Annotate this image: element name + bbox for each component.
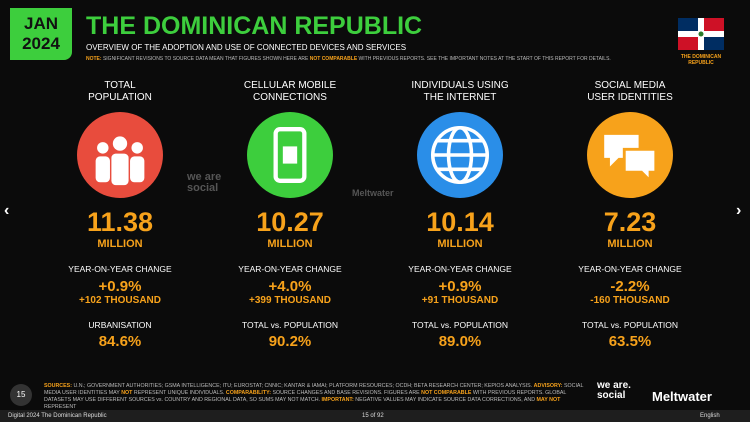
note-text: SIGNIFICANT REVISIONS TO SOURCE DATA MEA… — [101, 56, 310, 62]
flag-label: THE DOMINICAN REPUBLIC — [680, 54, 722, 66]
badge-month: JAN — [23, 14, 58, 33]
stat-label-line: TOTAL — [104, 80, 136, 91]
stat-label-line: CELLULAR MOBILE — [243, 80, 337, 91]
stat-unit: MILLION — [437, 238, 483, 250]
extra-value: 89.0% — [438, 333, 482, 350]
stat-column: SOCIAL MEDIA USER IDENTITIES 7.23 MILLION YE… — [555, 80, 705, 350]
watermark: Meltwater — [352, 188, 394, 198]
page-count: 15 of 92 — [362, 413, 384, 419]
date-badge: JAN 2024 — [10, 8, 72, 60]
stat-label: CELLULAR MOBILE CONNECTIONS — [215, 80, 365, 104]
yoy-label: YEAR-ON-YEAR CHANGE — [238, 264, 342, 274]
yoy-absolute: -160 THOUSAND — [590, 295, 670, 306]
sources-text: MAY NOT — [536, 397, 561, 403]
logo-we-are-social: we are. social — [597, 380, 631, 401]
extra-label: TOTAL vs. POPULATION — [411, 320, 509, 330]
note: NOTE: SIGNIFICANT REVISIONS TO SOURCE DA… — [86, 56, 611, 62]
stat-label: TOTAL POPULATION — [45, 80, 195, 104]
stat-icon — [587, 112, 673, 198]
slide: JAN 2024 THE DOMINICAN REPUBLIC OVERVIEW … — [0, 0, 750, 410]
sources-text: NOT COMPARABLE — [421, 390, 472, 396]
yoy-absolute: +102 THOUSAND — [79, 295, 161, 306]
stat-value: 7.23 — [603, 207, 657, 237]
flag — [678, 18, 724, 50]
note-text: WITH PREVIOUS REPORTS. SEE THE IMPORTANT… — [357, 56, 611, 62]
sources-text: COMPARABILITY: — [225, 390, 272, 396]
doc-title: Digital 2024 The Dominican Republic — [8, 413, 107, 419]
extra-value: 84.6% — [98, 333, 142, 350]
stat-label-line: INDIVIDUALS USING — [411, 80, 509, 91]
sources-text: NEGATIVE VALUES MAY INDICATE SOURCE DATA… — [353, 397, 537, 403]
yoy-label: YEAR-ON-YEAR CHANGE — [408, 264, 512, 274]
sources-text: NOT — [121, 390, 133, 396]
stat-value: 10.27 — [256, 207, 324, 237]
extra-label: URBANISATION — [88, 320, 152, 330]
badge-year: 2024 — [22, 34, 60, 53]
stat-label-line: THE INTERNET — [423, 92, 497, 103]
title: THE DOMINICAN REPUBLIC — [86, 12, 423, 40]
stat-column: TOTAL POPULATION 11.38 MILLION YEAR-ON-YEAR … — [45, 80, 195, 350]
stat-unit: MILLION — [267, 238, 313, 250]
stat-column: CELLULAR MOBILE CONNECTIONS 10.27 MILLION YE… — [215, 80, 365, 350]
stat-label-line: CONNECTIONS — [253, 92, 327, 103]
yoy-absolute: +399 THOUSAND — [249, 295, 331, 306]
language[interactable]: English — [700, 413, 720, 419]
next-arrow[interactable]: › — [736, 202, 742, 219]
stat-label-line: POPULATION — [88, 92, 152, 103]
extra-label: TOTAL vs. POPULATION — [241, 320, 339, 330]
watermark: we are social — [187, 171, 222, 194]
yoy-percent: +4.0% — [268, 278, 312, 295]
yoy-absolute: +91 THOUSAND — [421, 295, 499, 306]
sources-text: SOURCE CHANGES AND BASE REVISIONS. FIGUR… — [271, 390, 422, 396]
sources-text: ADVISORY: — [533, 383, 563, 389]
yoy-label: YEAR-ON-YEAR CHANGE — [578, 264, 682, 274]
yoy-percent: +0.9% — [438, 278, 482, 295]
sources-text: WITH PREVIOUS REPORTS. GLOBAL DATASETS M… — [44, 390, 567, 403]
sources-text: IMPORTANT: — [321, 397, 354, 403]
subtitle: OVERVIEW OF THE ADOPTION AND USE OF CONN… — [86, 43, 407, 52]
stat-icon — [247, 112, 333, 198]
page-number: 15 — [10, 384, 32, 406]
stat-label: SOCIAL MEDIA USER IDENTITIES — [555, 80, 705, 104]
stat-icon — [77, 112, 163, 198]
sources-text: REPRESENT — [44, 404, 77, 410]
yoy-percent: -2.2% — [610, 278, 650, 295]
stat-label: INDIVIDUALS USING THE INTERNET — [385, 80, 535, 104]
yoy-percent: +0.9% — [98, 278, 142, 295]
extra-value: 90.2% — [268, 333, 312, 350]
stat-label-line: SOCIAL MEDIA — [594, 80, 666, 91]
sources-text: U.N.; GOVERNMENT AUTHORITIES; GSMA INTEL… — [71, 383, 534, 389]
stat-label-line: USER IDENTITIES — [587, 92, 673, 103]
stat-unit: MILLION — [607, 238, 653, 250]
stat-column: INDIVIDUALS USING THE INTERNET 10.14 MILLIO… — [385, 80, 535, 350]
sources-text: SOURCES: — [44, 383, 72, 389]
extra-label: TOTAL vs. POPULATION — [581, 320, 679, 330]
yoy-label: YEAR-ON-YEAR CHANGE — [68, 264, 172, 274]
sources-text: REPRESENT UNIQUE INDIVIDUALS. — [132, 390, 226, 396]
prev-arrow[interactable]: ‹ — [4, 202, 10, 219]
note-key: NOT COMPARABLE — [309, 56, 358, 62]
stat-icon — [417, 112, 503, 198]
stat-value: 11.38 — [86, 207, 154, 237]
stat-value: 10.14 — [426, 207, 494, 237]
viewer-bar: Digital 2024 The Dominican Republic 15 o… — [0, 410, 750, 422]
note-key: NOTE: — [86, 56, 102, 62]
logo-meltwater: Meltwater — [652, 389, 712, 404]
sources-text: SOCIAL MEDIA USER IDENTITIES MAY — [44, 383, 584, 396]
stat-unit: MILLION — [97, 238, 143, 250]
extra-value: 63.5% — [608, 333, 652, 350]
sources: SOURCES: U.N.; GOVERNMENT AUTHORITIES; G… — [44, 383, 590, 411]
